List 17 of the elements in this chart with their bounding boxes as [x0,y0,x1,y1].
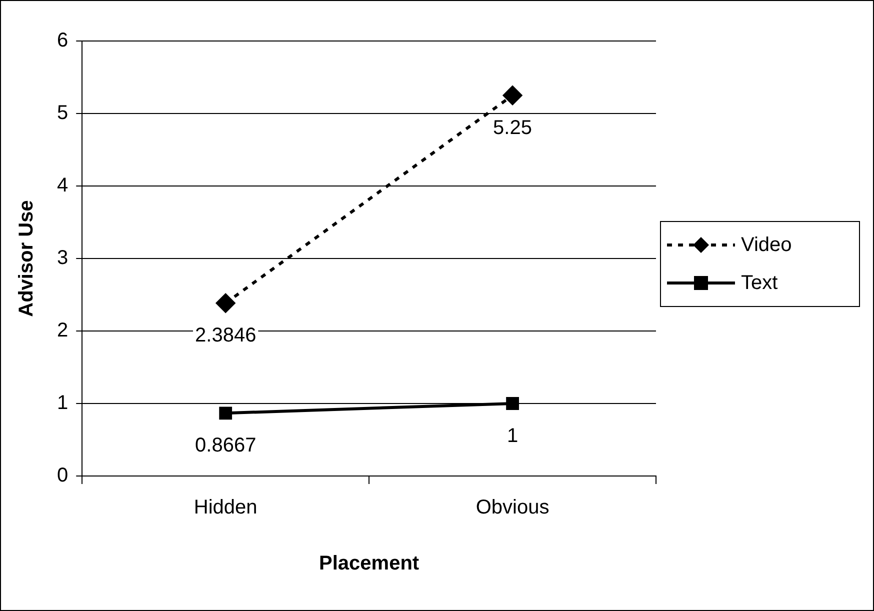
x-tick-label: Obvious [476,496,550,519]
y-tick-label: 6 [57,30,68,52]
y-tick-label: 5 [57,102,68,124]
x-tick-label: Hidden [194,496,258,519]
legend-label: Video [741,234,792,256]
data-label: 5.25 [493,116,532,139]
y-tick-label: 3 [57,247,68,270]
x-axis-title: Placement [319,552,420,575]
data-label: 1 [506,425,518,448]
y-tick-label: 1 [57,392,68,414]
data-label: 2.3846 [195,324,256,347]
y-tick-label: 4 [57,174,68,197]
y-tick-label: 0 [57,464,68,487]
legend-label: Text [741,272,778,294]
y-axis-title: Advisor Use [16,200,38,317]
y-tick-label: 2 [57,320,68,342]
data-label: 0.8667 [195,434,256,457]
